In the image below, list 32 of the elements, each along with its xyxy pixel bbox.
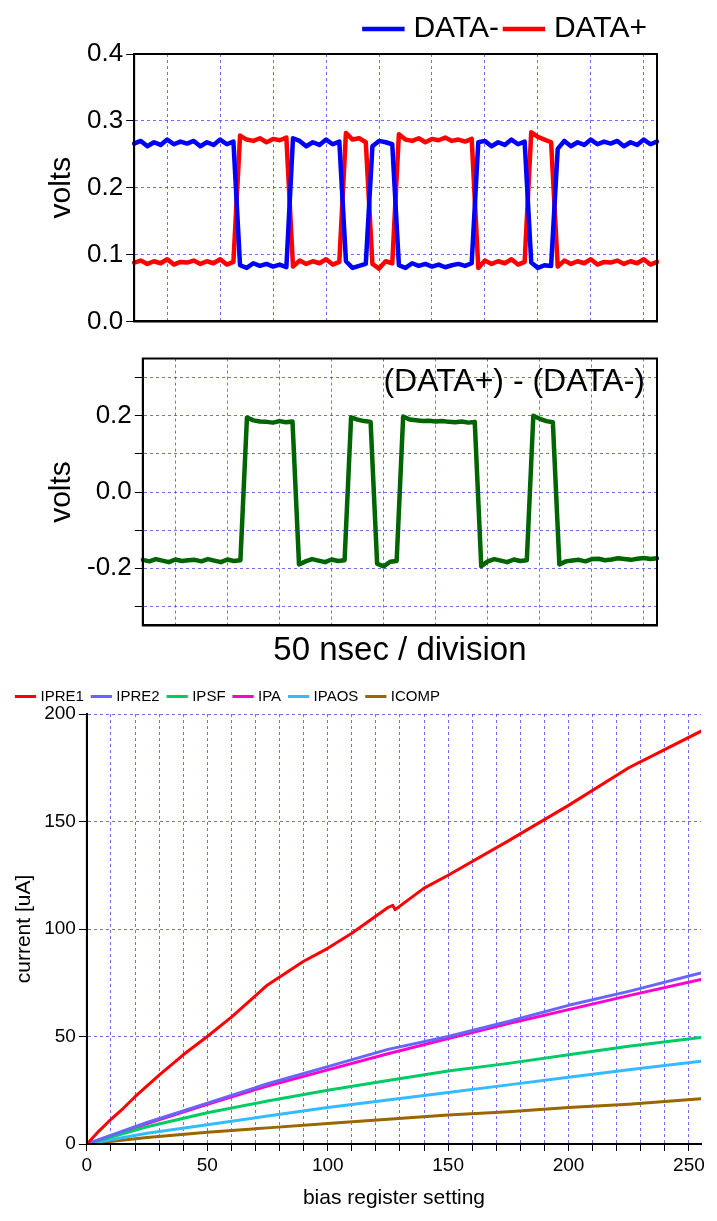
y-tick-label: 150	[44, 809, 76, 831]
y-tick-label: 0.4	[86, 37, 124, 68]
y-axis-title: current [uA]	[11, 874, 35, 984]
y-tick-label: 50	[54, 1024, 76, 1046]
legend-label: ICOMP	[390, 686, 441, 704]
x-tick-label: 250	[673, 1153, 705, 1175]
y-tick-label: 0.0	[86, 304, 124, 335]
legend-label: DATA-	[413, 10, 499, 44]
x-tick-label: 200	[552, 1153, 585, 1175]
y-tick-label: 100	[44, 917, 76, 939]
y-tick-label: 0.2	[95, 398, 132, 429]
y-axis-title: volts	[43, 461, 77, 523]
x-axis-title: 50 nsec / division	[273, 630, 527, 668]
legend-label: IPRE1	[40, 686, 84, 704]
annotation: (DATA+) - (DATA-)	[383, 362, 645, 399]
x-tick-label: 100	[311, 1153, 344, 1175]
x-tick-label: 150	[432, 1153, 464, 1175]
y-tick-label: 200	[44, 702, 76, 724]
legend-label: IPRE2	[116, 686, 160, 704]
legend-label: IPSF	[192, 686, 226, 704]
legend-label: IPA	[258, 686, 282, 704]
y-tick-label: 0	[65, 1132, 76, 1154]
y-tick-label: 0.2	[86, 170, 124, 201]
legend-label: DATA+	[553, 10, 647, 44]
legend-label: IPAOS	[313, 686, 359, 704]
y-tick-label: -0.2	[86, 551, 132, 582]
y-tick-label: 0.1	[86, 237, 124, 268]
x-axis-title: bias register setting	[302, 1185, 485, 1209]
y-axis-title: volts	[43, 156, 77, 219]
y-tick-label: 0.3	[86, 104, 124, 135]
x-tick-label: 50	[196, 1153, 218, 1175]
y-tick-label: 0.0	[95, 475, 132, 506]
